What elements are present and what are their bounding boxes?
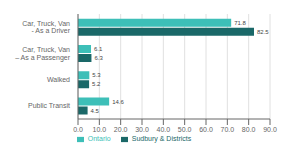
svg-text:6.3: 6.3 (94, 55, 103, 61)
svg-text:6.1: 6.1 (94, 46, 103, 52)
svg-text:71.8: 71.8 (234, 20, 246, 26)
svg-text:Public Transit: Public Transit (28, 102, 70, 109)
html-text:Ontario: Ontario (87, 135, 111, 142)
svg-text:20.0: 20.0 (114, 126, 128, 133)
svg-text:40.0: 40.0 (157, 126, 171, 133)
svg-text:5.2: 5.2 (92, 81, 101, 87)
svg-text:60.0: 60.0 (199, 126, 213, 133)
svg-text:Car, Truck, Van– As a Passenge: Car, Truck, Van– As a Passenger (15, 46, 71, 62)
svg-text:50.0: 50.0 (178, 126, 192, 133)
svg-text:82.5: 82.5 (257, 29, 269, 35)
html-text:Sudbury & Districts: Sudbury & Districts (131, 135, 192, 142)
svg-text:Car, Truck, Van- As a Driver: Car, Truck, Van- As a Driver (22, 20, 70, 35)
svg-text:80.0: 80.0 (242, 126, 256, 133)
svg-text:30.0: 30.0 (135, 126, 149, 133)
svg-text:Walked: Walked (47, 76, 70, 83)
svg-text:90.0: 90.0 (263, 126, 277, 133)
svg-text:4.5: 4.5 (91, 108, 100, 114)
svg-text:10.0: 10.0 (93, 126, 107, 133)
svg-text:0.0: 0.0 (73, 126, 83, 133)
svg-text:5.3: 5.3 (92, 72, 101, 78)
svg-text:70.0: 70.0 (221, 126, 235, 133)
svg-text:14.6: 14.6 (112, 99, 124, 105)
